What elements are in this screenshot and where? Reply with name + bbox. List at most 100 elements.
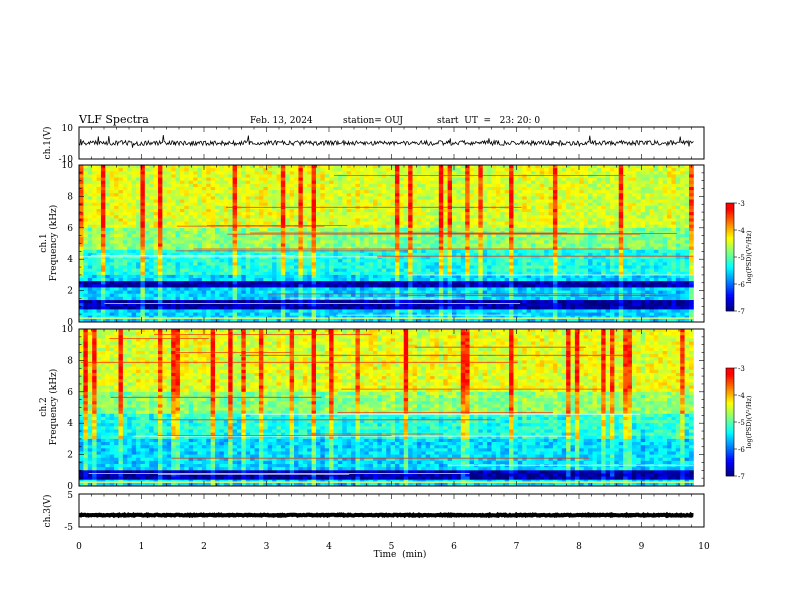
- spectrogram-cell: [259, 218, 264, 222]
- spectrogram-cell: [145, 196, 150, 200]
- spectrogram-cell: [92, 203, 97, 207]
- spectrogram-cell: [233, 262, 238, 266]
- spectrogram-cell: [105, 168, 110, 172]
- spectrogram-cell: [667, 212, 672, 216]
- spectrogram-cell: [92, 212, 97, 216]
- spectrogram-cell: [531, 228, 536, 232]
- spectrogram-cell: [105, 237, 110, 241]
- spectrogram-cell: [404, 203, 409, 207]
- spectrogram-cell: [452, 228, 457, 232]
- spectrogram-cell: [408, 209, 413, 213]
- spectrogram-cell: [421, 237, 426, 241]
- spectrogram-cell: [509, 178, 514, 182]
- spectrogram-cell: [294, 247, 299, 251]
- spectrogram-cell: [470, 222, 475, 226]
- spectrogram-cell: [553, 212, 558, 216]
- spectrogram-cell: [320, 240, 325, 244]
- spectrogram-cell: [197, 209, 202, 213]
- spectrogram-cell: [167, 196, 172, 200]
- spectrogram-cell: [369, 247, 374, 251]
- spectrogram-cell: [294, 196, 299, 200]
- spectrogram-cell: [579, 203, 584, 207]
- spectrogram-cell: [483, 200, 488, 204]
- spectrogram-cell: [386, 212, 391, 216]
- spectrogram-cell: [171, 165, 176, 169]
- spectrogram-cell: [654, 215, 659, 219]
- spectrogram-cell: [233, 171, 238, 175]
- spectrogram-cell: [347, 215, 352, 219]
- spectrogram-cell: [355, 253, 360, 257]
- spectrogram-cell: [246, 244, 251, 248]
- spectrogram-cell: [360, 259, 365, 263]
- spectrogram-cell: [241, 215, 246, 219]
- spectrogram-cell: [132, 244, 137, 248]
- spectrogram-cell: [575, 206, 580, 210]
- spectrogram-cell: [654, 203, 659, 207]
- spectrogram-cell: [667, 181, 672, 185]
- spectrogram-cell: [680, 206, 685, 210]
- spectrogram-cell: [614, 228, 619, 232]
- spectrogram-cell: [492, 250, 497, 254]
- spectrogram-cell: [658, 212, 663, 216]
- spectrogram-cell: [676, 212, 681, 216]
- spectrogram-cell: [658, 209, 663, 213]
- spectrogram-cell: [285, 253, 290, 257]
- spectrogram-cell: [97, 193, 102, 197]
- spectrogram-cell: [176, 187, 181, 191]
- spectrogram-cell: [167, 253, 172, 257]
- spectrogram-cell: [562, 187, 567, 191]
- spectrogram-cell: [364, 247, 369, 251]
- spectrogram-cell: [518, 178, 523, 182]
- spectrogram-cell: [676, 259, 681, 263]
- spectrogram-cell: [461, 225, 466, 229]
- spectrogram-cell: [140, 193, 145, 197]
- spectrogram-cell: [623, 244, 628, 248]
- spectrogram-cell: [127, 262, 132, 266]
- spectrogram-cell: [619, 250, 624, 254]
- spectrogram-cell: [259, 234, 264, 238]
- spectrogram-cell: [307, 181, 312, 185]
- spectrogram-cell: [145, 168, 150, 172]
- spectrogram-cell: [369, 171, 374, 175]
- spectrogram-cell: [202, 178, 207, 182]
- spectrogram-cell: [377, 165, 382, 169]
- spectrogram-cell: [119, 196, 124, 200]
- spectrogram-cell: [338, 187, 343, 191]
- spectrogram-cell: [83, 269, 88, 273]
- spectrogram-cell: [176, 234, 181, 238]
- spectrogram-cell: [575, 171, 580, 175]
- spectrogram-cell: [294, 253, 299, 257]
- spectrogram-cell: [614, 218, 619, 222]
- spectrogram-cell: [680, 174, 685, 178]
- spectrogram-cell: [592, 262, 597, 266]
- spectrogram-cell: [492, 244, 497, 248]
- spectrogram-cell: [592, 225, 597, 229]
- spectrogram-cell: [92, 200, 97, 204]
- spectrogram-cell: [237, 234, 242, 238]
- spectrogram-cell: [285, 200, 290, 204]
- spectrogram-cell: [606, 222, 611, 226]
- spectrogram-cell: [110, 209, 115, 213]
- spectrogram-cell: [671, 228, 676, 232]
- spectrogram-cell: [123, 206, 128, 210]
- spectrogram-cell: [496, 212, 501, 216]
- spectrogram-cell: [641, 259, 646, 263]
- spectrogram-cell: [430, 265, 435, 269]
- spectrogram-cell: [145, 178, 150, 182]
- spectrogram-cell: [114, 259, 119, 263]
- spectrogram-cell: [101, 228, 106, 232]
- spectrogram-cell: [211, 265, 216, 269]
- spectrogram-cell: [636, 181, 641, 185]
- spectrogram-cell: [334, 209, 339, 213]
- spectrogram-cell: [307, 259, 312, 263]
- spectrogram-cell: [285, 190, 290, 194]
- spectrogram-cell: [272, 193, 277, 197]
- spectrogram-cell: [492, 234, 497, 238]
- spectrogram-cell: [461, 222, 466, 226]
- spectrogram-cell: [667, 200, 672, 204]
- spectrogram-cell: [338, 259, 343, 263]
- spectrogram-cell: [342, 225, 347, 229]
- spectrogram-cell: [632, 269, 637, 273]
- spectrogram-cell: [219, 237, 224, 241]
- spectrogram-cell: [588, 237, 593, 241]
